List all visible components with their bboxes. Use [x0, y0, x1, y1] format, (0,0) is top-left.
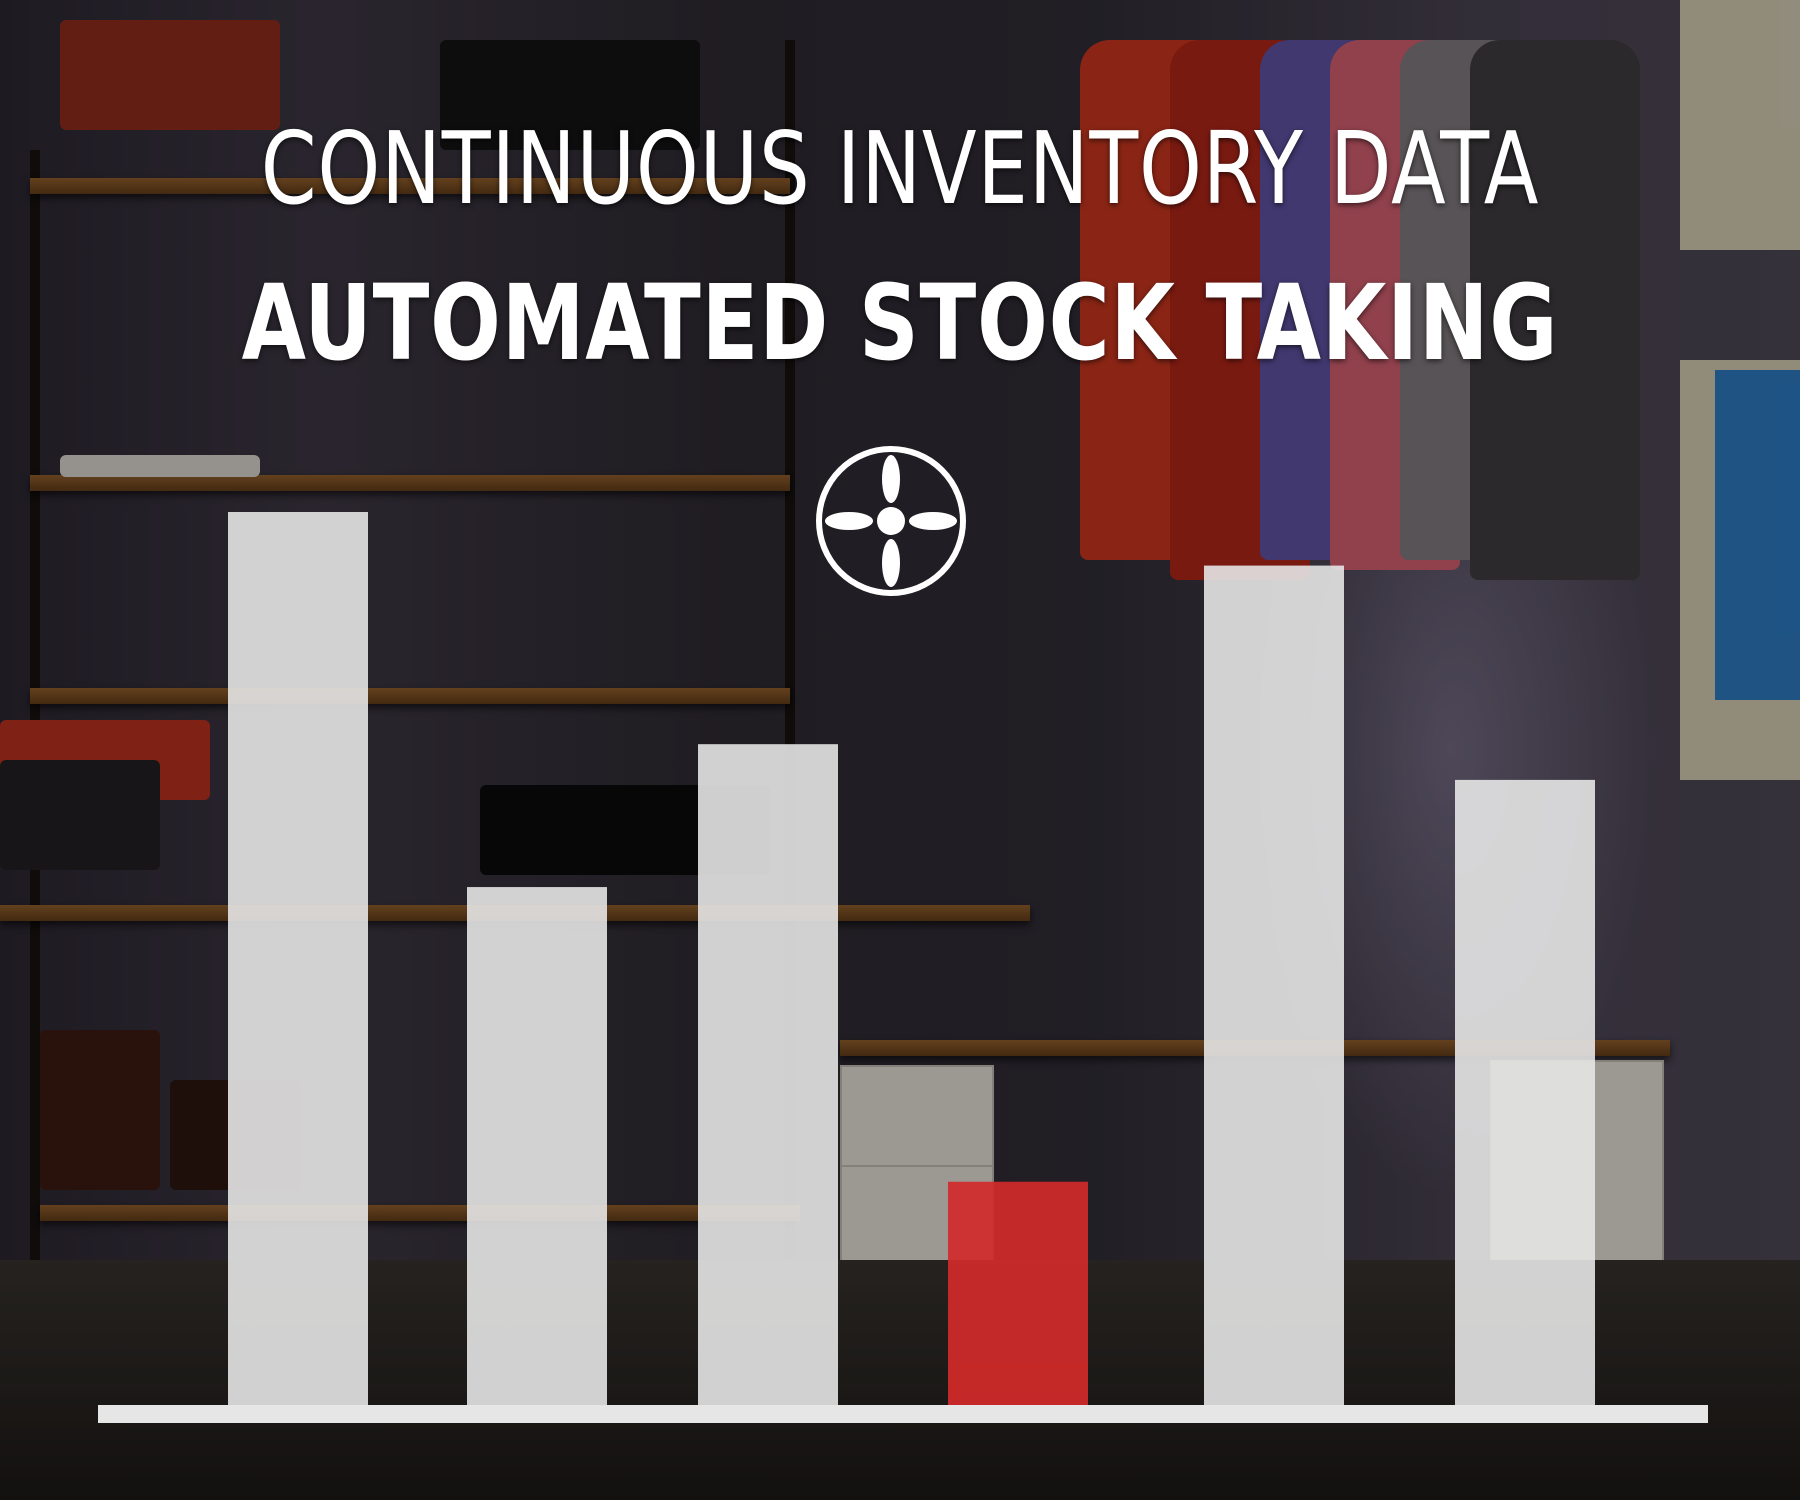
shelf-post	[30, 150, 40, 1270]
bar	[228, 512, 368, 1405]
folded-shirt	[60, 455, 260, 477]
jacket	[1470, 40, 1640, 580]
black-bag	[440, 40, 700, 150]
red-bag	[60, 20, 280, 130]
bar-highlight	[948, 1181, 1088, 1405]
propeller-cross-icon	[816, 446, 966, 596]
wall-poster	[1680, 0, 1800, 250]
headline-line-2: AUTOMATED STOCK TAKING	[241, 262, 1559, 384]
wall-poster	[1715, 370, 1800, 700]
shelf	[30, 475, 790, 491]
bar	[698, 744, 838, 1405]
boot	[40, 1030, 160, 1190]
shelf	[30, 178, 790, 194]
bar	[1455, 779, 1595, 1405]
shelf-post	[785, 40, 795, 1270]
headline-line-1: CONTINUOUS INVENTORY DATA	[260, 110, 1540, 227]
x-axis-baseline	[98, 1405, 1708, 1423]
black-pouch	[0, 760, 160, 870]
bar	[1204, 565, 1344, 1405]
bar	[467, 887, 607, 1405]
shelf	[30, 688, 790, 704]
